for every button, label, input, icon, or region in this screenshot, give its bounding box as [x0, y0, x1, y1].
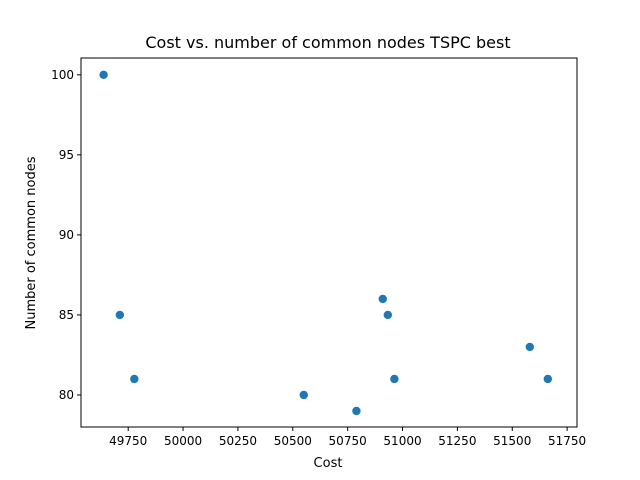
y-tick-label: 100 — [51, 68, 74, 82]
y-tick-label: 85 — [59, 308, 74, 322]
data-point — [130, 374, 139, 384]
data-point — [390, 374, 399, 384]
y-axis-ticks: 80 85 90 95 100 — [51, 68, 81, 402]
data-point — [383, 310, 393, 320]
y-axis-label: Number of common nodes — [24, 156, 39, 329]
x-tick-label: 51750 — [548, 434, 586, 448]
x-tick-label: 49750 — [109, 434, 147, 448]
data-point — [99, 70, 108, 80]
x-axis-ticks: 49750 50000 50250 50500 50750 51000 51250 51500… — [109, 427, 586, 448]
y-tick-label: 95 — [59, 148, 74, 162]
x-tick-label: 51250 — [438, 434, 476, 448]
data-point — [115, 310, 125, 320]
data-point — [525, 342, 535, 352]
data-point — [543, 374, 553, 384]
x-tick-label: 50500 — [274, 434, 312, 448]
data-point — [352, 406, 361, 416]
x-tick-label: 50000 — [164, 434, 202, 448]
data-points — [99, 70, 553, 416]
x-tick-label: 50250 — [219, 434, 257, 448]
chart-title: Cost vs. number of common nodes TSPC bes… — [145, 33, 510, 52]
plot-area-frame — [80, 57, 578, 428]
y-tick-label: 80 — [59, 388, 74, 402]
x-tick-label: 50750 — [329, 434, 367, 448]
x-tick-label: 51500 — [493, 434, 531, 448]
y-tick-label: 90 — [59, 228, 74, 242]
data-point — [299, 390, 308, 400]
x-tick-label: 51000 — [383, 434, 421, 448]
x-axis-label: Cost — [314, 456, 343, 471]
data-point — [378, 294, 387, 304]
